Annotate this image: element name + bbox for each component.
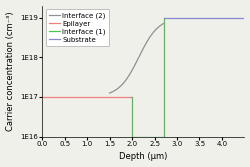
Interface (2) — [147, 38, 150, 40]
Interface (1) — [162, 136, 165, 138]
Legend: Interface (2), Epilayer, Interface (1), Substrate: Interface (2), Epilayer, Interface (1), … — [46, 9, 109, 46]
Interface (2) — [126, 77, 129, 79]
Epilayer — [130, 96, 134, 98]
Interface (2) — [162, 23, 165, 25]
Substrate — [162, 17, 165, 19]
Interface (2) — [130, 71, 132, 73]
Interface (1) — [162, 17, 165, 19]
Interface (2) — [147, 38, 150, 40]
Y-axis label: Carrier concentration (cm⁻³): Carrier concentration (cm⁻³) — [6, 11, 15, 131]
Interface (2) — [114, 89, 117, 91]
Interface (2) — [142, 47, 145, 49]
Substrate — [243, 17, 246, 19]
X-axis label: Depth (μm): Depth (μm) — [119, 152, 168, 161]
Epilayer — [41, 96, 44, 98]
Interface (2) — [108, 92, 111, 94]
Line: Interface (2): Interface (2) — [110, 24, 164, 93]
